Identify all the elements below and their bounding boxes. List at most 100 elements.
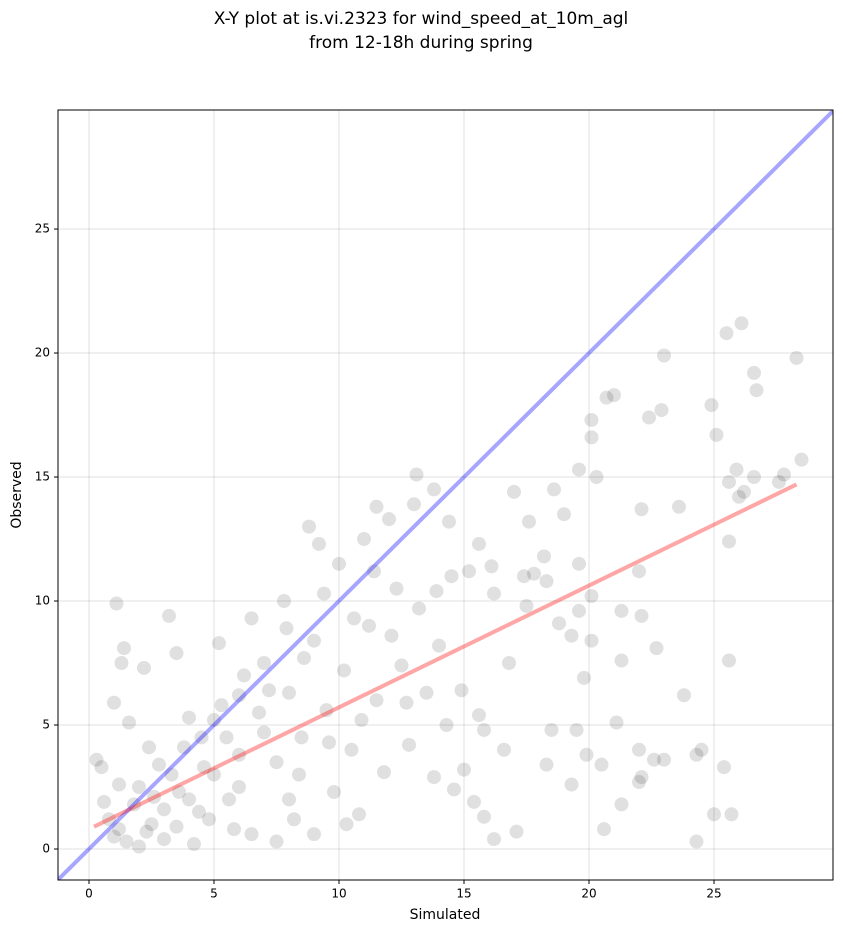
point	[107, 695, 121, 710]
point	[539, 757, 554, 772]
point	[389, 581, 404, 596]
point	[317, 586, 331, 601]
point	[282, 685, 296, 700]
point	[552, 616, 566, 631]
point	[707, 807, 721, 822]
point	[557, 507, 571, 522]
point	[709, 427, 724, 442]
point	[202, 812, 216, 827]
point	[689, 747, 704, 762]
point	[584, 412, 599, 427]
point	[572, 556, 586, 571]
point	[642, 410, 656, 425]
point	[139, 824, 154, 839]
point	[252, 705, 266, 720]
point	[517, 569, 531, 584]
point	[327, 784, 341, 799]
x-tick-label: 15	[456, 887, 471, 901]
point	[369, 693, 384, 708]
point	[564, 628, 579, 643]
point	[772, 474, 786, 489]
point	[182, 710, 196, 725]
point	[172, 784, 186, 799]
point	[339, 817, 354, 832]
point	[677, 688, 691, 703]
point	[269, 755, 284, 770]
point	[632, 775, 646, 790]
point	[722, 653, 736, 668]
point	[412, 601, 426, 616]
point	[402, 737, 416, 752]
x-tick-label: 0	[85, 887, 93, 901]
point	[137, 660, 151, 675]
point	[537, 549, 551, 564]
point	[502, 656, 516, 671]
point	[169, 646, 184, 661]
point	[579, 747, 594, 762]
point	[649, 641, 664, 656]
point	[257, 656, 271, 671]
reference-line	[58, 110, 833, 880]
point	[439, 718, 454, 733]
point	[584, 430, 599, 445]
point	[369, 499, 384, 514]
point	[689, 834, 704, 849]
point	[487, 586, 501, 601]
y-tick-label: 10	[35, 594, 50, 608]
point	[497, 742, 511, 757]
point	[732, 489, 746, 504]
point	[382, 512, 396, 527]
point	[407, 497, 421, 512]
point	[632, 742, 646, 757]
point	[614, 797, 629, 812]
point	[207, 713, 221, 728]
x-axis-label: Simulated	[410, 907, 481, 923]
reference-line	[93, 482, 798, 829]
point	[119, 834, 134, 849]
point	[614, 603, 629, 618]
point	[722, 534, 736, 549]
y-tick-label: 5	[42, 718, 50, 732]
point	[544, 722, 559, 737]
point	[157, 832, 171, 847]
point	[214, 698, 229, 713]
point	[447, 782, 461, 797]
point	[454, 683, 469, 698]
point	[169, 819, 184, 834]
point	[117, 641, 131, 656]
point	[609, 715, 624, 730]
point	[232, 747, 246, 762]
point	[427, 482, 441, 497]
point	[347, 611, 361, 626]
point	[672, 499, 686, 514]
point	[132, 780, 146, 795]
point	[419, 685, 434, 700]
point	[487, 832, 501, 847]
point	[227, 822, 241, 837]
point	[572, 462, 586, 477]
point	[367, 564, 381, 579]
point	[569, 722, 584, 737]
point	[152, 757, 166, 772]
y-tick-label: 20	[35, 346, 50, 360]
point	[584, 633, 599, 648]
point	[237, 668, 251, 683]
point	[599, 390, 614, 405]
point	[704, 398, 719, 413]
chart-title: from 12-18h during spring	[309, 33, 533, 53]
point	[427, 770, 441, 785]
point	[442, 514, 456, 529]
point	[144, 817, 159, 832]
point	[192, 804, 206, 819]
point	[107, 829, 121, 844]
point	[594, 757, 609, 772]
point	[337, 663, 351, 678]
point	[132, 839, 146, 854]
point	[789, 350, 804, 365]
point	[362, 618, 376, 633]
point	[157, 802, 171, 817]
point	[194, 730, 209, 745]
point	[484, 559, 499, 574]
point	[477, 809, 491, 824]
